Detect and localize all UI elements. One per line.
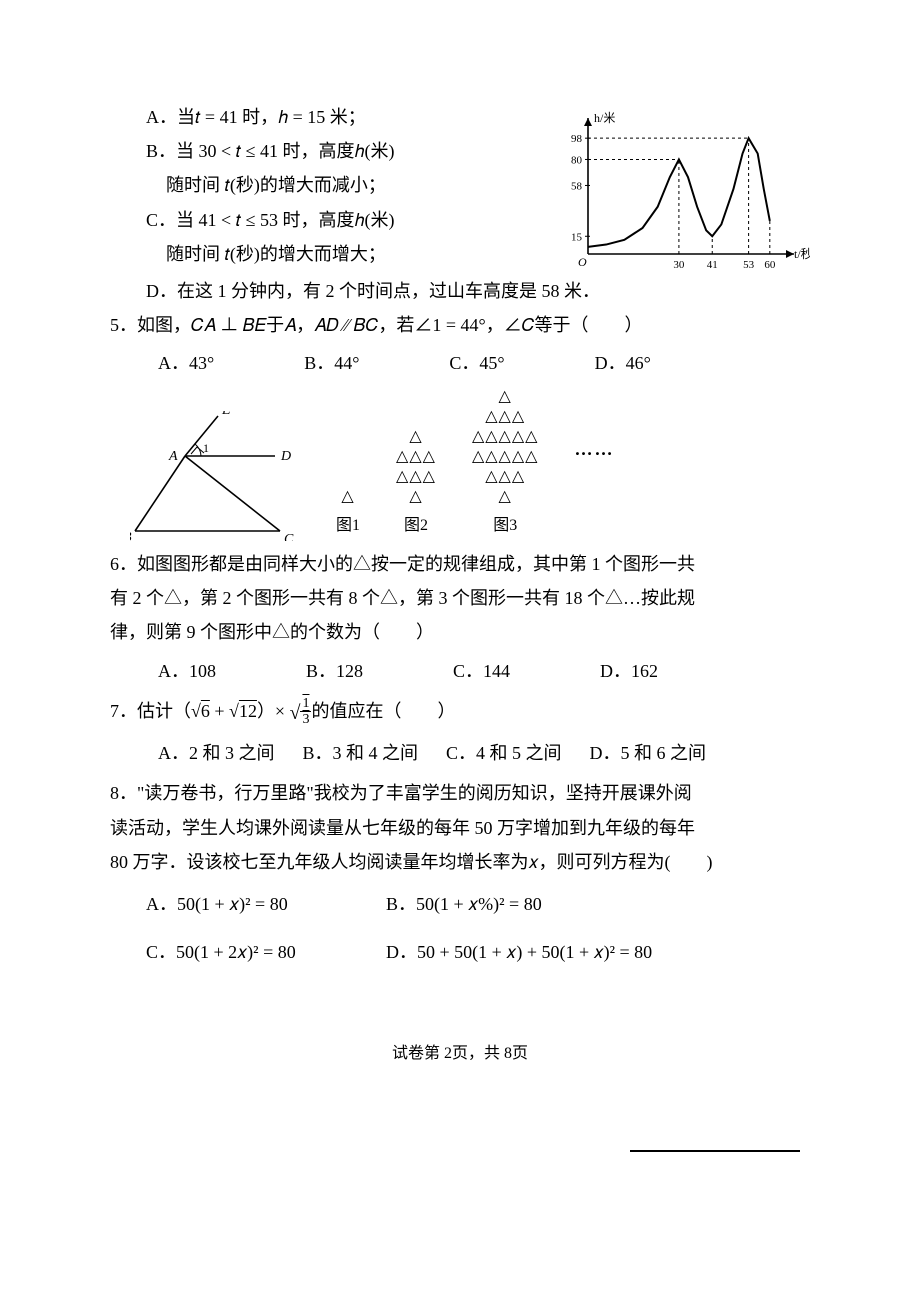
q8-optC: C．50(1 + 2𝑥)² = 80 — [146, 935, 386, 969]
q6-options: A．108 B．128 C．144 D．162 — [110, 654, 810, 688]
q5-optC: C．45° — [449, 346, 504, 380]
q8-line3: 80 万字．设该校七至九年级人均阅读量年均增长率为𝑥，则可列方程为( ) — [110, 845, 810, 879]
svg-text:98: 98 — [571, 133, 583, 145]
q5-optA: A．43° — [158, 346, 214, 380]
q6-optC: C．144 — [453, 654, 510, 688]
pattern-fig3: △△△△△△△△△△△△△△△△△△ 图3 — [472, 387, 539, 541]
q7-options: A．2 和 3 之间 B．3 和 4 之间 C．4 和 5 之间 D．5 和 6… — [110, 736, 810, 770]
q7-optD: D．5 和 6 之间 — [590, 736, 707, 770]
svg-text:E: E — [221, 411, 231, 418]
pattern-fig1: △ 图1 — [336, 487, 360, 541]
q8-optD: D．50 + 50(1 + 𝑥) + 50(1 + 𝑥)² = 80 — [386, 935, 810, 969]
q6-line1: 6．如图图形都是由同样大小的△按一定的规律组成，其中第 1 个图形一共 — [110, 547, 810, 581]
svg-text:h/米: h/米 — [594, 111, 615, 125]
svg-text:C: C — [284, 532, 294, 541]
q7-root6: 6 — [201, 701, 210, 721]
q7-frac-n: 1 — [300, 696, 311, 711]
pattern-dots: …… — [574, 432, 614, 496]
q4-optD: D．在这 1 分钟内，有 2 个时间点，过山车高度是 58 米． — [110, 274, 810, 308]
q4-optA: A．当𝑡 = 41 时，ℎ = 15 米； — [110, 100, 540, 134]
q4-optB-line1: B．当 30 < 𝑡 ≤ 41 时，高度ℎ(米) — [110, 134, 540, 168]
fig1-caption: 图1 — [336, 511, 360, 541]
q8-line1: 8．"读万卷书，行万里路"我校为了丰富学生的阅历知识，坚持开展课外阅 — [110, 776, 810, 810]
svg-text:D: D — [280, 449, 291, 464]
q7-optB: B．3 和 4 之间 — [303, 736, 419, 770]
svg-text:30: 30 — [673, 259, 685, 271]
q6-optB: B．128 — [306, 654, 363, 688]
q6-line3: 律，则第 9 个图形中△的个数为（ ） — [110, 615, 810, 649]
q7-root12: 12 — [239, 701, 257, 721]
q7-suffix: 的值应在（ ） — [311, 701, 455, 721]
svg-text:58: 58 — [571, 180, 583, 192]
svg-text:1: 1 — [203, 441, 209, 455]
svg-text:B: B — [130, 530, 132, 541]
q6-line2: 有 2 个△，第 2 个图形一共有 8 个△，第 3 个图形一共有 18 个△…… — [110, 581, 810, 615]
q5-geometry: A B C D E 1 — [130, 411, 300, 541]
q8-options: A．50(1 + 𝑥)² = 80 B．50(1 + 𝑥%)² = 80 C．5… — [110, 887, 810, 969]
figure-row: A B C D E 1 △ 图1 △△△△△△△△ 图2 △△△△△△△△△△△△△△△△… — [130, 387, 810, 541]
q5-optD: D．46° — [595, 346, 651, 380]
fig3-caption: 图3 — [472, 511, 539, 541]
q4-block: A．当𝑡 = 41 时，ℎ = 15 米； B．当 30 < 𝑡 ≤ 41 时，… — [110, 100, 810, 274]
svg-text:53: 53 — [743, 259, 755, 271]
q7-mid1: + — [210, 701, 229, 721]
q7-prefix: 7．估计（ — [110, 701, 191, 721]
q5-optB: B．44° — [304, 346, 359, 380]
q8-optB: B．50(1 + 𝑥%)² = 80 — [386, 887, 810, 921]
q7-stem: 7．估计（√6 + √12）× √13的值应在（ ） — [110, 694, 810, 733]
q6-optA: A．108 — [158, 654, 216, 688]
q7-optC: C．4 和 5 之间 — [446, 736, 562, 770]
page-footer: 试卷第 2页，共 8页 — [110, 1039, 810, 1069]
pattern-fig2: △△△△△△△△ 图2 — [396, 427, 436, 541]
q4-optC-line2: 随时间 𝑡(秒)的增大而增大； — [110, 237, 540, 271]
fig2-caption: 图2 — [396, 511, 436, 541]
svg-text:A: A — [168, 449, 178, 464]
q7-mid2: ）× — [257, 701, 290, 721]
q8-optA: A．50(1 + 𝑥)² = 80 — [146, 887, 386, 921]
svg-text:15: 15 — [571, 231, 583, 243]
svg-text:60: 60 — [764, 259, 776, 271]
q4-chart: h/米 t/秒 O 15 58 80 98 30 41 53 60 — [550, 104, 810, 274]
q5-stem: 5．如图，𝐶𝐴 ⊥ 𝐵𝐸于𝐴，𝐴𝐷 ⁄⁄ 𝐵𝐶，若∠1 = 44°，∠𝐶等于（ … — [110, 308, 810, 342]
q7-frac-d: 3 — [300, 711, 311, 727]
svg-text:t/秒: t/秒 — [794, 247, 810, 261]
svg-text:80: 80 — [571, 154, 583, 166]
svg-text:41: 41 — [707, 259, 718, 271]
scan-line — [630, 1150, 800, 1152]
q4-optC-line1: C．当 41 < 𝑡 ≤ 53 时，高度ℎ(米) — [110, 203, 540, 237]
q5-options: A．43° B．44° C．45° D．46° — [110, 346, 810, 380]
q4-options: A．当𝑡 = 41 时，ℎ = 15 米； B．当 30 < 𝑡 ≤ 41 时，… — [110, 100, 540, 271]
q8-line2: 读活动，学生人均课外阅读量从七年级的每年 50 万字增加到九年级的每年 — [110, 811, 810, 845]
svg-text:O: O — [578, 255, 587, 269]
q7-optA: A．2 和 3 之间 — [158, 736, 275, 770]
q6-optD: D．162 — [600, 654, 658, 688]
q4-optB-line2: 随时间 𝑡(秒)的增大而减小； — [110, 168, 540, 202]
